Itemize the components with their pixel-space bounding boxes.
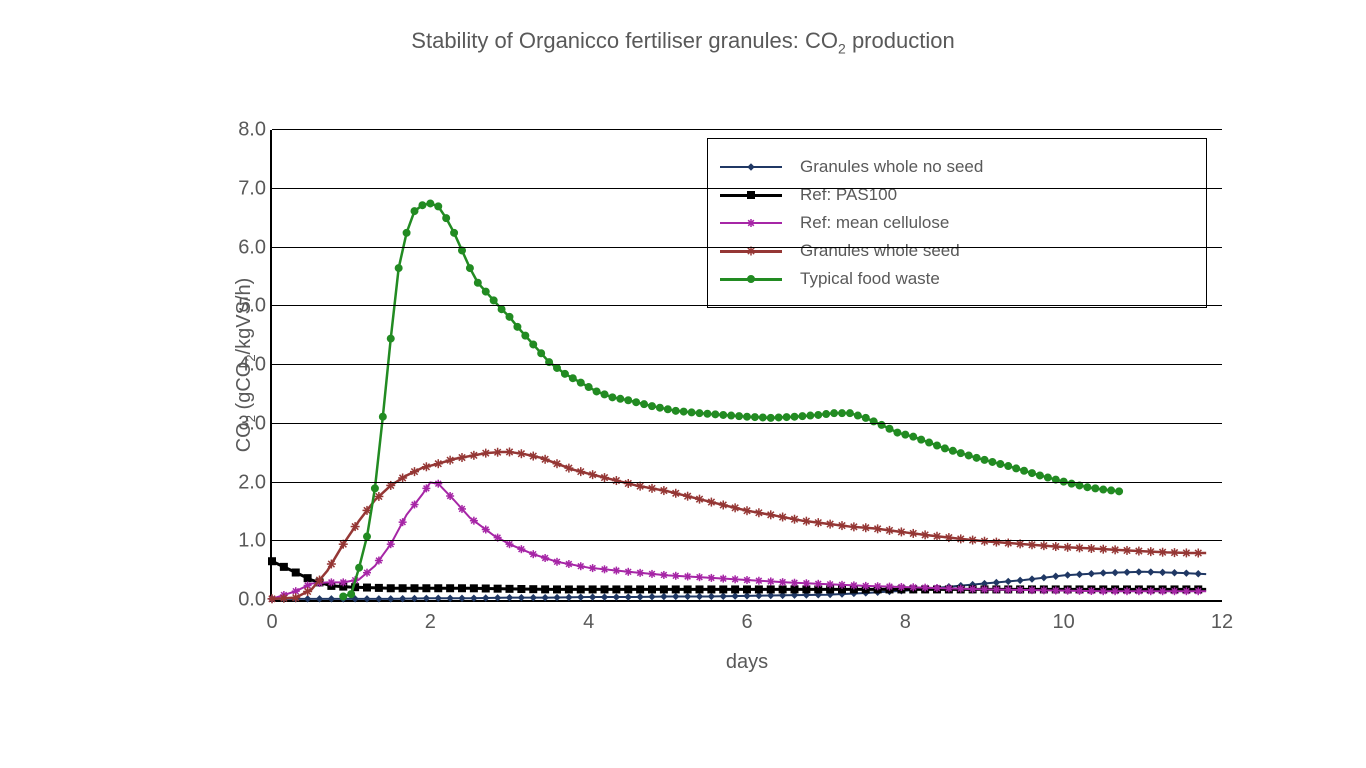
x-tick-label: 2 bbox=[425, 611, 436, 634]
x-axis-label: days bbox=[272, 651, 1222, 674]
x-tick-label: 8 bbox=[900, 611, 911, 634]
gridline bbox=[272, 305, 1222, 306]
legend-item-typical_food_waste: Typical food waste bbox=[720, 269, 1186, 289]
legend-swatch bbox=[720, 214, 782, 232]
x-tick-label: 6 bbox=[741, 611, 752, 634]
y-tick-label: 6.0 bbox=[222, 236, 266, 259]
y-tick-label: 4.0 bbox=[222, 354, 266, 377]
legend-swatch bbox=[720, 270, 782, 288]
legend-swatch bbox=[720, 242, 782, 260]
gridline bbox=[272, 364, 1222, 365]
plot-area: Granules whole no seedRef: PAS100 Ref: m… bbox=[270, 130, 1222, 602]
star-icon bbox=[745, 217, 757, 229]
y-tick-label: 2.0 bbox=[222, 471, 266, 494]
square-icon bbox=[746, 190, 757, 201]
legend-label: Ref: mean cellulose bbox=[800, 213, 949, 233]
chart-container: Stability of Organicco fertiliser granul… bbox=[0, 0, 1366, 768]
x-tick-label: 0 bbox=[266, 611, 277, 634]
gridline bbox=[272, 129, 1222, 130]
legend-item-ref_mean_cellulose: Ref: mean cellulose bbox=[720, 213, 1186, 233]
y-tick-label: 7.0 bbox=[222, 177, 266, 200]
chart-title: Stability of Organicco fertiliser granul… bbox=[0, 28, 1366, 56]
y-tick-label: 0.0 bbox=[222, 589, 266, 612]
y-tick-label: 1.0 bbox=[222, 530, 266, 553]
y-tick-label: 8.0 bbox=[222, 119, 266, 142]
legend-swatch bbox=[720, 158, 782, 176]
x-tick-label: 4 bbox=[583, 611, 594, 634]
legend-item-granules_seed: Granules whole seed bbox=[720, 241, 1186, 261]
y-tick-label: 3.0 bbox=[222, 412, 266, 435]
gridline bbox=[272, 188, 1222, 189]
gridline bbox=[272, 540, 1222, 541]
series-markers-ref_mean_cellulose bbox=[268, 480, 1202, 603]
series-markers-granules_no_seed bbox=[269, 569, 1201, 602]
gridline bbox=[272, 247, 1222, 248]
circle-icon bbox=[746, 274, 757, 285]
legend-label: Granules whole seed bbox=[800, 241, 960, 261]
legend-label: Granules whole no seed bbox=[800, 157, 983, 177]
x-tick-label: 12 bbox=[1211, 611, 1233, 634]
gridline bbox=[272, 482, 1222, 483]
gridline bbox=[272, 423, 1222, 424]
y-tick-label: 5.0 bbox=[222, 295, 266, 318]
legend: Granules whole no seedRef: PAS100 Ref: m… bbox=[707, 138, 1207, 308]
x-tick-label: 10 bbox=[1053, 611, 1075, 634]
legend-label: Typical food waste bbox=[800, 269, 940, 289]
diamond-icon bbox=[746, 162, 756, 172]
legend-item-granules_no_seed: Granules whole no seed bbox=[720, 157, 1186, 177]
